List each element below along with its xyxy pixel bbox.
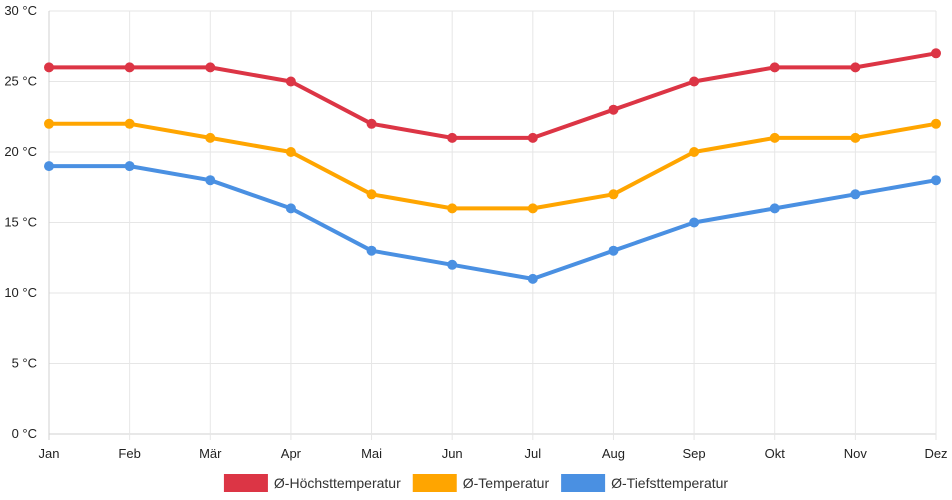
x-tick-label: Sep	[683, 446, 706, 461]
legend-swatch	[223, 474, 268, 492]
data-point[interactable]	[44, 118, 54, 129]
data-point[interactable]	[769, 203, 780, 214]
x-tick-label: Jul	[525, 446, 542, 461]
x-tick-label: Nov	[844, 446, 868, 461]
data-point[interactable]	[527, 132, 538, 143]
data-point[interactable]	[205, 132, 216, 143]
series-1	[44, 48, 941, 143]
x-tick-label: Dez	[924, 446, 947, 461]
data-point[interactable]	[608, 245, 619, 256]
x-tick-label: Apr	[281, 446, 302, 461]
data-point[interactable]	[124, 161, 135, 172]
series-layer	[44, 48, 941, 284]
legend[interactable]: Ø-Höchsttemperatur Ø-Temperatur Ø-Tiefstte…	[223, 474, 728, 492]
data-point[interactable]	[689, 76, 700, 87]
grid-layer	[48, 10, 937, 440]
data-point[interactable]	[447, 132, 458, 143]
y-tick-label: 30 °C	[4, 3, 37, 18]
data-point[interactable]	[205, 175, 216, 186]
series-2	[44, 118, 941, 214]
x-tick-label: Aug	[602, 446, 625, 461]
y-tick-label: 20 °C	[4, 144, 37, 159]
y-tick-label: 10 °C	[4, 285, 37, 300]
x-tick-label: Mai	[361, 446, 382, 461]
data-point[interactable]	[366, 189, 377, 200]
data-point[interactable]	[447, 259, 458, 270]
legend-swatch	[561, 474, 606, 492]
axis-layer: 0 °C 5 °C 10 °C 15 °C 20 °C 25 °C 30 °C Jan Feb M…	[4, 3, 947, 461]
data-point[interactable]	[124, 118, 135, 129]
data-point[interactable]	[931, 118, 941, 129]
x-tick-label: Jan	[39, 446, 60, 461]
legend-item[interactable]: Ø-Temperatur	[412, 474, 550, 492]
legend-label: Ø-Höchsttemperatur	[274, 475, 401, 491]
y-tick-label: 5 °C	[12, 356, 37, 371]
data-point[interactable]	[44, 161, 54, 172]
series-line	[47, 121, 938, 211]
data-point[interactable]	[689, 217, 700, 228]
series-line	[47, 164, 938, 281]
data-point[interactable]	[608, 104, 619, 115]
data-point[interactable]	[931, 175, 941, 186]
data-point[interactable]	[931, 48, 941, 59]
data-point[interactable]	[124, 62, 135, 73]
data-point[interactable]	[527, 273, 538, 284]
data-point[interactable]	[850, 132, 861, 143]
x-tick-label: Feb	[118, 446, 140, 461]
data-point[interactable]	[44, 62, 54, 73]
data-point[interactable]	[285, 147, 296, 157]
data-point[interactable]	[527, 203, 538, 214]
data-point[interactable]	[205, 62, 216, 73]
x-tick-label: Okt	[765, 446, 786, 461]
data-point[interactable]	[366, 118, 377, 129]
y-tick-label: 15 °C	[4, 215, 37, 230]
data-point[interactable]	[366, 245, 377, 256]
data-point[interactable]	[689, 147, 700, 157]
data-point[interactable]	[850, 189, 861, 200]
data-point[interactable]	[447, 203, 458, 214]
series-line	[47, 51, 938, 140]
x-tick-label: Jun	[442, 446, 463, 461]
series-3	[44, 161, 941, 284]
data-point[interactable]	[285, 203, 296, 214]
legend-swatch	[412, 474, 457, 492]
data-point[interactable]	[850, 62, 861, 73]
legend-label: Ø-Temperatur	[463, 475, 550, 491]
legend-label: Ø-Tiefsttemperatur	[611, 475, 728, 491]
legend-item[interactable]: Ø-Tiefsttemperatur	[561, 474, 728, 492]
data-point[interactable]	[769, 132, 780, 143]
data-point[interactable]	[285, 76, 296, 87]
y-tick-label: 25 °C	[4, 74, 37, 89]
data-point[interactable]	[608, 189, 619, 200]
data-point[interactable]	[769, 62, 780, 73]
legend-item[interactable]: Ø-Höchsttemperatur	[223, 474, 401, 492]
x-tick-label: Mär	[199, 446, 222, 461]
y-tick-label: 0 °C	[12, 426, 37, 441]
